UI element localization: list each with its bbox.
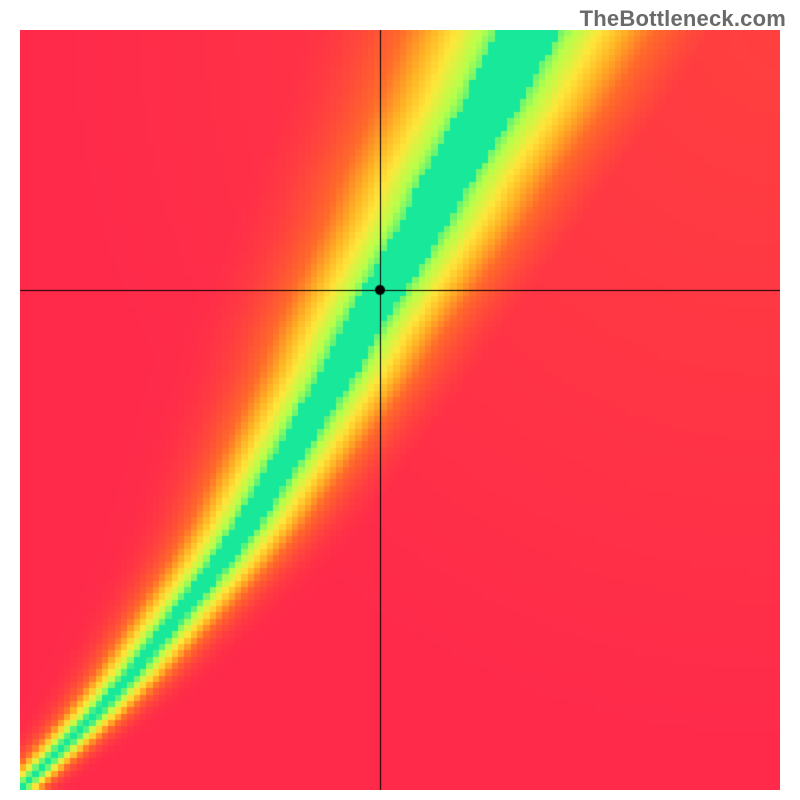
watermark-text: TheBottleneck.com <box>580 6 786 32</box>
chart-container: TheBottleneck.com <box>0 0 800 800</box>
heatmap-canvas <box>20 30 780 790</box>
